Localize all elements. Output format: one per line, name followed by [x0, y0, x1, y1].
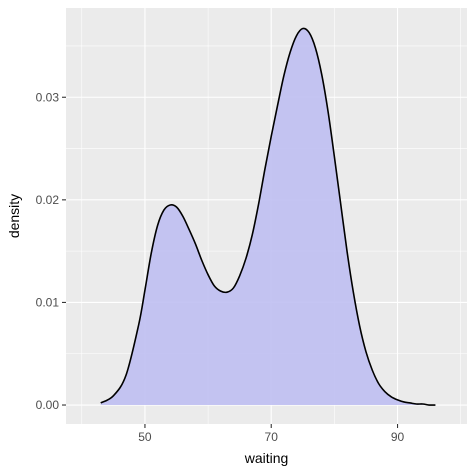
x-tick-label: 50 [138, 430, 152, 444]
y-axis: 0.00 0.01 0.02 0.03 [36, 90, 66, 412]
y-tick-label: 0.00 [36, 398, 60, 412]
x-axis: 50 70 90 [138, 424, 405, 444]
y-axis-title: density [6, 194, 22, 238]
density-area [100, 28, 436, 406]
y-tick-label: 0.03 [36, 90, 60, 104]
x-axis-title: waiting [244, 450, 289, 466]
y-tick-label: 0.02 [36, 193, 60, 207]
y-tick-label: 0.01 [36, 295, 60, 309]
density-line [100, 27, 436, 406]
x-tick-label: 90 [391, 430, 405, 444]
x-tick-label: 70 [265, 430, 279, 444]
